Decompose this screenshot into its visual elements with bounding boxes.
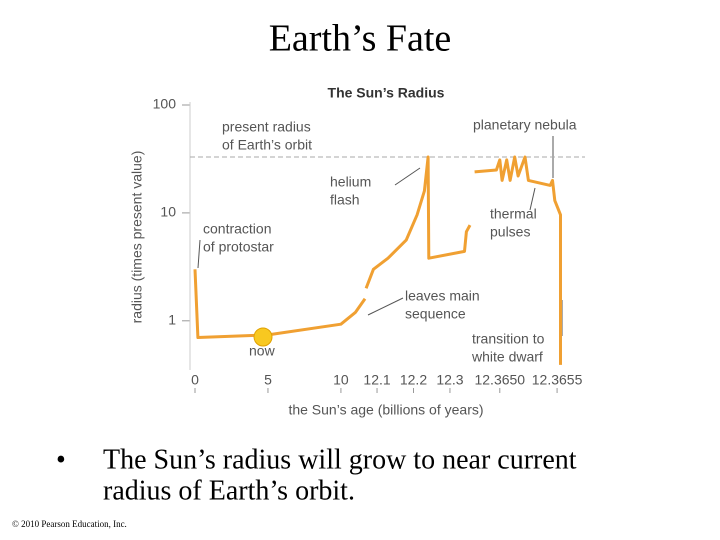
- chart-title: The Sun’s Radius: [328, 85, 445, 101]
- x-axis-label: the Sun’s age (billions of years): [288, 402, 483, 418]
- leader-line: [197, 239, 201, 269]
- x-tick-label: 12.3: [436, 372, 463, 388]
- x-tick-label: 0: [191, 372, 199, 388]
- slide-title: Earth’s Fate: [269, 18, 452, 60]
- bullet-text: The Sun’s radius will grow to near curre…: [103, 444, 577, 475]
- y-axis-label: radius (times present value): [129, 151, 145, 324]
- annotation: present radius: [222, 119, 311, 135]
- bullet-text: radius of Earth’s orbit.: [103, 475, 355, 506]
- leader-line: [367, 297, 404, 316]
- y-tick-label: 10: [160, 204, 176, 220]
- annotation: pulses: [490, 224, 530, 240]
- radius-line: [364, 155, 472, 289]
- annotation: helium: [330, 174, 371, 190]
- bullet-symbol: •: [56, 444, 66, 475]
- annotation: leaves main: [405, 288, 480, 304]
- now-marker: [253, 327, 273, 347]
- x-tick-label: 12.3650: [474, 372, 525, 388]
- annotation: thermal: [490, 206, 537, 222]
- x-tick-label: 12.3655: [532, 372, 583, 388]
- annotation: flash: [330, 192, 360, 208]
- footer: © 2010 Pearson Education, Inc.: [12, 519, 127, 529]
- x-tick-label: 5: [264, 372, 272, 388]
- radius-line: [193, 269, 367, 339]
- annotation: white dwarf: [471, 349, 543, 365]
- annotation: of Earth’s orbit: [222, 137, 312, 153]
- annotation: of protostar: [203, 239, 274, 255]
- annotation: sequence: [405, 306, 466, 322]
- annotation: contraction: [203, 221, 271, 237]
- x-tick-label: 10: [333, 372, 349, 388]
- annotation: planetary nebula: [473, 117, 577, 133]
- y-tick-label: 100: [153, 96, 177, 112]
- leader-line: [394, 167, 421, 186]
- x-tick-label: 12.2: [400, 372, 427, 388]
- x-tick-label: 12.1: [363, 372, 390, 388]
- annotation: transition to: [472, 331, 545, 347]
- y-tick-label: 1: [168, 312, 176, 328]
- radius-line: [474, 155, 562, 365]
- annotation: now: [249, 343, 276, 359]
- leader-line: [529, 187, 536, 211]
